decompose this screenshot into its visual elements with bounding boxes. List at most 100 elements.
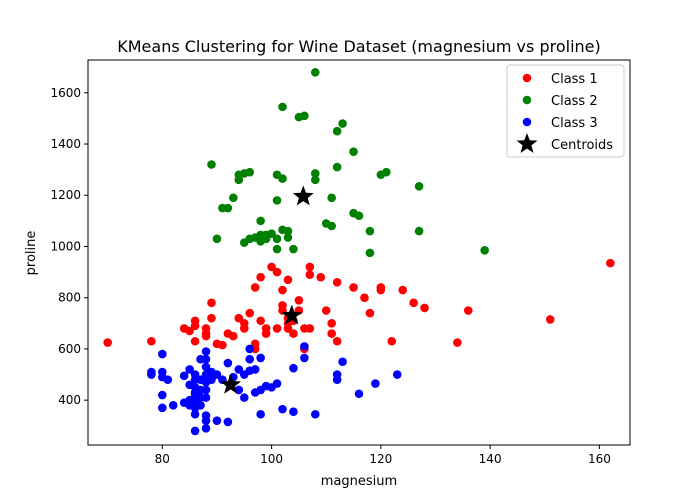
point-class-3 (196, 400, 205, 410)
point-class-3 (223, 358, 233, 368)
point-class-1 (190, 321, 200, 331)
point-class-3 (168, 400, 178, 410)
centroid-star (292, 185, 314, 206)
point-class-3 (278, 404, 287, 414)
point-class-1 (103, 338, 112, 347)
x-tick-label: 140 (479, 452, 502, 466)
point-class-1 (272, 267, 282, 277)
y-axis-label: proline (24, 231, 39, 276)
point-class-3 (272, 379, 282, 388)
point-class-1 (256, 272, 265, 282)
point-class-3 (212, 370, 222, 379)
point-class-1 (201, 331, 211, 341)
x-axis-label: magnesium (321, 474, 397, 489)
point-class-2 (272, 196, 282, 205)
point-class-1 (267, 262, 276, 272)
point-class-2 (245, 167, 255, 177)
point-class-2 (365, 248, 375, 258)
point-class-1 (305, 324, 315, 333)
centroids-layer (220, 185, 314, 394)
legend-label: Class 2 (551, 94, 598, 109)
point-class-1 (245, 308, 255, 318)
point-class-3 (289, 407, 298, 416)
point-class-3 (185, 365, 194, 374)
point-class-1 (332, 278, 342, 287)
point-class-1 (545, 315, 555, 324)
point-class-1 (283, 275, 293, 285)
point-class-1 (463, 306, 473, 315)
point-class-1 (207, 313, 216, 323)
y-tick-label: 1400 (50, 137, 81, 151)
point-class-2 (223, 203, 233, 213)
legend-box (506, 64, 625, 158)
point-class-3 (158, 403, 167, 413)
point-class-3 (300, 342, 309, 351)
point-class-1 (387, 336, 397, 346)
point-class-2 (338, 119, 347, 128)
point-class-3 (289, 363, 298, 373)
legend-marker-class-3 (522, 117, 532, 127)
point-class-2 (365, 226, 375, 236)
point-class-2 (283, 233, 293, 242)
point-class-2 (327, 221, 336, 231)
point-class-2 (480, 246, 489, 255)
x-axis-ticks: 80 100 120 140 160 (155, 445, 611, 466)
point-class-1 (305, 270, 315, 279)
point-class-3 (371, 379, 380, 388)
y-tick-label: 600 (58, 342, 81, 356)
point-class-2 (272, 234, 282, 244)
point-class-3 (234, 365, 244, 374)
y-tick-label: 800 (58, 291, 81, 305)
point-class-1 (207, 298, 216, 308)
x-tick-label: 120 (369, 452, 392, 466)
point-class-1 (294, 295, 304, 305)
point-class-1 (321, 306, 331, 315)
point-class-3 (250, 365, 260, 374)
point-class-2 (414, 181, 424, 191)
point-class-2 (310, 175, 320, 185)
point-class-1 (360, 293, 369, 303)
point-class-1 (327, 329, 336, 338)
point-class-1 (234, 313, 244, 323)
centroid-star (281, 304, 303, 325)
points-layer (103, 67, 615, 436)
point-class-2 (349, 147, 358, 157)
point-class-2 (382, 167, 391, 177)
point-class-3 (300, 353, 309, 363)
point-class-3 (179, 371, 189, 381)
y-axis-ticks: 400 600 800 1000 1200 1400 1600 (50, 86, 88, 407)
centroid-star (220, 373, 242, 394)
point-class-1 (250, 283, 260, 292)
point-class-3 (163, 375, 173, 384)
y-tick-label: 1000 (50, 239, 81, 253)
y-tick-label: 400 (58, 393, 81, 407)
point-class-2 (332, 126, 342, 136)
point-class-2 (212, 234, 222, 244)
point-class-3 (245, 354, 255, 364)
legend-marker-class-1 (522, 73, 532, 83)
point-class-3 (332, 370, 342, 379)
point-class-1 (283, 324, 293, 333)
point-class-3 (338, 357, 347, 367)
point-class-3 (201, 354, 211, 364)
point-class-3 (207, 375, 216, 384)
legend-marker-centroids (516, 133, 538, 153)
y-tick-label: 1600 (50, 86, 81, 100)
point-class-1 (327, 319, 336, 328)
point-class-3 (158, 390, 167, 400)
point-class-2 (283, 226, 293, 236)
point-class-2 (207, 160, 216, 169)
point-class-3 (201, 385, 211, 395)
point-class-2 (261, 234, 271, 244)
point-class-3 (201, 393, 211, 402)
point-class-1 (272, 324, 282, 333)
point-class-1 (185, 326, 194, 336)
chart-title: KMeans Clustering for Wine Dataset (magn… (117, 37, 600, 56)
point-class-1 (147, 336, 156, 346)
x-tick-label: 160 (588, 452, 611, 466)
point-class-2 (310, 169, 320, 178)
point-class-1 (332, 336, 342, 346)
point-class-1 (420, 303, 429, 313)
point-class-1 (453, 338, 462, 347)
